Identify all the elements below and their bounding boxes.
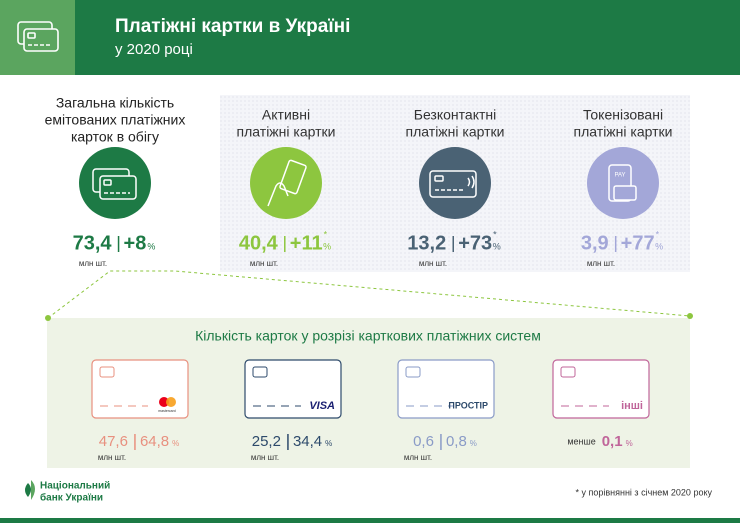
- connector: [47, 270, 691, 319]
- share: 0,1: [602, 433, 623, 450]
- value: 13,2: [407, 232, 446, 254]
- header-icon: [17, 21, 59, 52]
- chip: [252, 366, 268, 378]
- percent: %: [147, 241, 155, 251]
- change: +73: [458, 232, 492, 254]
- chip: [405, 366, 421, 378]
- label-line: емітованих платіжних: [45, 112, 186, 128]
- footnote: * у порівнянні з січнем 2020 року: [575, 487, 712, 497]
- total-card-icon: [92, 168, 137, 200]
- value: 40,4: [239, 232, 279, 254]
- mc-logo: [159, 397, 169, 407]
- card: [552, 359, 650, 419]
- share: 34,4: [293, 433, 322, 450]
- unit: млн шт.: [79, 259, 107, 268]
- label-line: Токенізовані: [583, 107, 663, 123]
- prefix: менше: [567, 436, 595, 446]
- label-line: платіжні картки: [574, 124, 673, 140]
- logo-text: банк України: [40, 492, 103, 504]
- share: 64,8: [140, 433, 169, 450]
- systems-title: Кількість карток у розрізі карткових пла…: [195, 328, 541, 344]
- number-row: 0,6 0,8%: [413, 433, 477, 450]
- active-icon: [250, 147, 322, 219]
- chip: [560, 366, 576, 378]
- unit: млн шт.: [98, 453, 126, 462]
- number-row: 25,2 34,4%: [252, 433, 332, 450]
- number-row: 47,6 64,8%: [99, 433, 179, 450]
- percent: %: [172, 439, 179, 448]
- change: +11: [290, 232, 323, 254]
- subtitle: у 2020 році: [115, 41, 193, 58]
- token-icon: [587, 147, 659, 219]
- brand: mastercard: [158, 409, 176, 413]
- percent: %: [655, 241, 663, 251]
- change: +8: [124, 232, 147, 254]
- asterisk: *: [656, 229, 660, 239]
- header-bar: [0, 0, 740, 75]
- number-row: менше 0,1%: [567, 433, 632, 450]
- brand: ПРОСТІР: [448, 400, 488, 410]
- label-line: Активні: [262, 107, 310, 123]
- percent: %: [325, 439, 332, 448]
- unit: млн шт.: [419, 259, 447, 268]
- value: 3,9: [581, 232, 609, 254]
- count: 0,6: [413, 433, 434, 450]
- title: Платіжні картки в Україні: [115, 16, 350, 37]
- contactless-icon: [419, 147, 491, 219]
- change: +77: [621, 232, 655, 254]
- brand: VISA: [309, 400, 335, 412]
- pay-text: PAY: [614, 173, 625, 179]
- number-row: 40,4 +11 *%: [239, 229, 331, 254]
- asterisk: *: [493, 229, 497, 239]
- number-row: 13,2 +73 *%: [407, 229, 500, 254]
- percent: %: [493, 241, 501, 251]
- number-row: 3,9 +77 *%: [581, 229, 663, 254]
- value: 73,4: [73, 232, 113, 254]
- connector-dot: [45, 315, 51, 321]
- percent: %: [626, 439, 633, 448]
- label-line: Безконтактні: [414, 107, 496, 123]
- brand: інші: [621, 400, 643, 412]
- percent: %: [470, 439, 477, 448]
- label-line: карток в обігу: [71, 129, 159, 145]
- unit: млн шт.: [251, 453, 279, 462]
- label-line: Загальна кількість: [56, 95, 174, 111]
- logo-text: Національний: [40, 481, 110, 492]
- number-row: 73,4 +8%: [73, 232, 156, 254]
- card: [397, 359, 495, 419]
- contactless-card: [429, 170, 477, 198]
- unit: млн шт.: [587, 259, 615, 268]
- label-line: платіжні картки: [406, 124, 505, 140]
- share: 0,8: [446, 433, 467, 450]
- count: 25,2: [252, 433, 281, 450]
- count: 47,6: [99, 433, 128, 450]
- label-line: платіжні картки: [237, 124, 336, 140]
- connector-dot: [687, 313, 693, 319]
- logo: [25, 480, 35, 500]
- mc-logo: [166, 397, 176, 407]
- phone-icon: [608, 164, 637, 202]
- percent: %: [323, 241, 331, 251]
- unit: млн шт.: [404, 453, 432, 462]
- asterisk: *: [324, 229, 328, 239]
- bottom-bar: [0, 518, 740, 523]
- unit: млн шт.: [250, 259, 278, 268]
- hand-card: [267, 159, 307, 207]
- chip: [99, 366, 115, 378]
- card: [244, 359, 342, 419]
